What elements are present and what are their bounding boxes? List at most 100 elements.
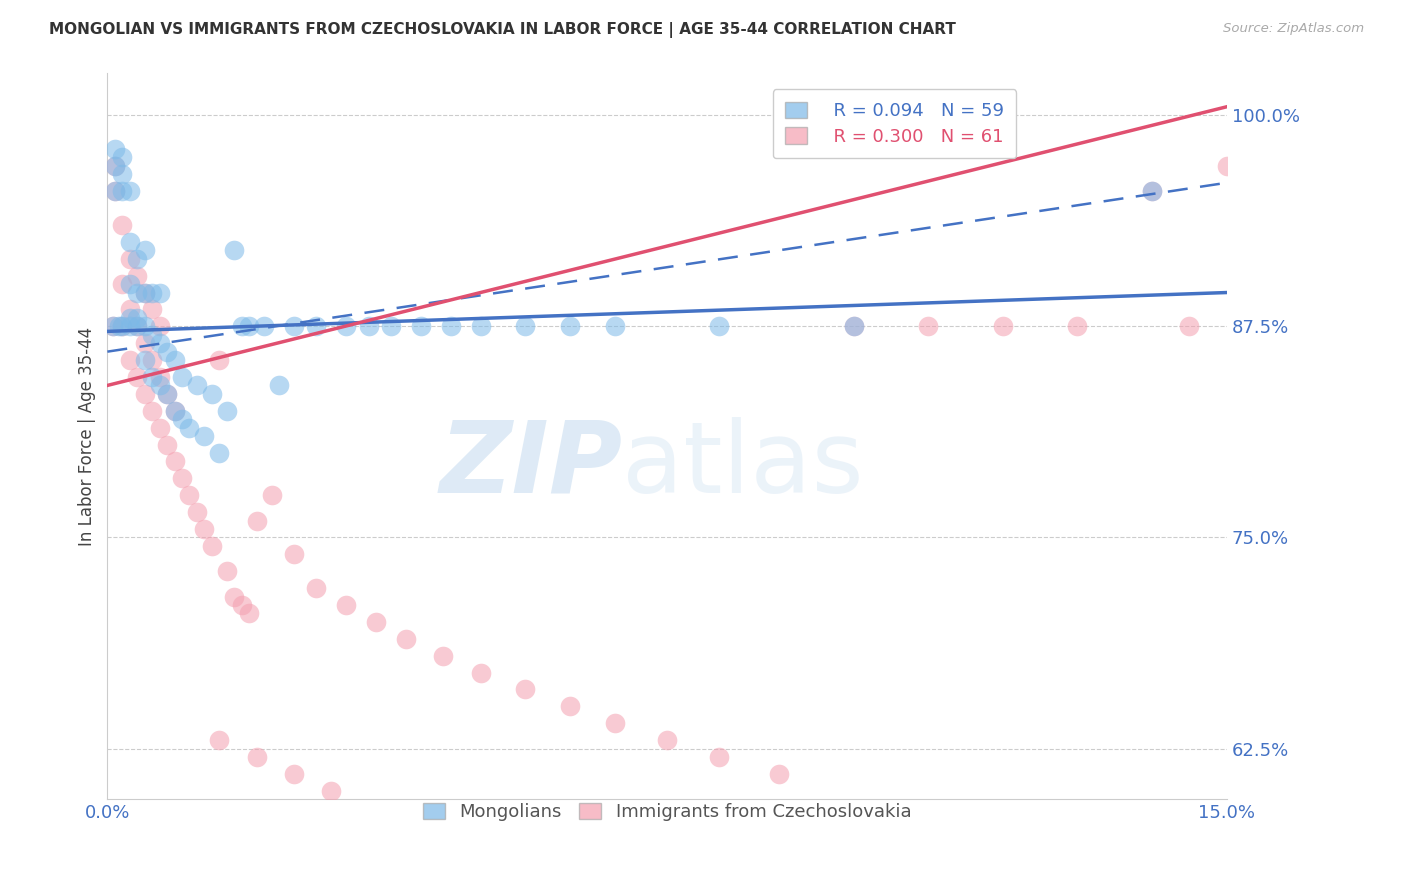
Point xyxy=(118,277,141,291)
Text: MONGOLIAN VS IMMIGRANTS FROM CZECHOSLOVAKIA IN LABOR FORCE | AGE 35-44 CORRELATI: MONGOLIAN VS IMMIGRANTS FROM CZECHOSLOVA… xyxy=(49,22,956,38)
Point xyxy=(224,590,246,604)
Point xyxy=(224,244,246,258)
Point xyxy=(134,319,156,334)
Point xyxy=(149,285,172,300)
Point xyxy=(357,319,380,334)
Point xyxy=(179,420,201,434)
Point xyxy=(118,235,141,249)
Point xyxy=(149,336,172,351)
Y-axis label: In Labor Force | Age 35-44: In Labor Force | Age 35-44 xyxy=(79,326,96,546)
Point xyxy=(141,285,163,300)
Point xyxy=(440,319,463,334)
Point xyxy=(118,310,141,325)
Point xyxy=(179,488,201,502)
Point xyxy=(253,319,276,334)
Point xyxy=(267,378,290,392)
Point xyxy=(246,750,269,764)
Point xyxy=(364,615,387,629)
Point xyxy=(134,285,156,300)
Point xyxy=(321,783,343,797)
Point xyxy=(238,319,260,334)
Point xyxy=(104,159,127,173)
Point xyxy=(118,353,141,368)
Point xyxy=(380,319,402,334)
Point xyxy=(709,750,731,764)
Point xyxy=(470,319,492,334)
Point xyxy=(156,387,179,401)
Point xyxy=(208,446,231,460)
Point xyxy=(149,420,172,434)
Point xyxy=(156,437,179,451)
Point xyxy=(111,319,134,334)
Point xyxy=(1066,319,1088,334)
Point xyxy=(260,488,283,502)
Point xyxy=(283,767,305,781)
Point xyxy=(186,378,208,392)
Point xyxy=(134,336,156,351)
Point xyxy=(409,319,432,334)
Point xyxy=(186,505,208,519)
Point xyxy=(231,598,253,612)
Point xyxy=(149,319,172,334)
Point xyxy=(335,319,357,334)
Point xyxy=(104,184,127,198)
Point xyxy=(163,403,186,417)
Point xyxy=(991,319,1014,334)
Point xyxy=(163,454,186,468)
Point xyxy=(201,387,224,401)
Point xyxy=(603,319,626,334)
Point xyxy=(1216,159,1239,173)
Point xyxy=(842,319,865,334)
Point xyxy=(134,353,156,368)
Point xyxy=(104,184,127,198)
Point xyxy=(111,277,134,291)
Point xyxy=(231,319,253,334)
Point xyxy=(141,403,163,417)
Point xyxy=(1140,184,1163,198)
Point xyxy=(141,370,163,384)
Point xyxy=(305,319,328,334)
Point xyxy=(163,403,186,417)
Point xyxy=(170,471,193,485)
Point xyxy=(193,522,215,536)
Point xyxy=(842,319,865,334)
Point xyxy=(170,412,193,426)
Point xyxy=(111,184,134,198)
Point xyxy=(246,514,269,528)
Point xyxy=(127,268,149,283)
Point xyxy=(118,184,141,198)
Point xyxy=(305,581,328,595)
Point xyxy=(193,429,215,443)
Point xyxy=(127,319,149,334)
Point xyxy=(470,665,492,680)
Point xyxy=(111,167,134,181)
Point xyxy=(1178,319,1201,334)
Point xyxy=(156,387,179,401)
Point xyxy=(238,607,260,621)
Text: ZIP: ZIP xyxy=(439,417,623,514)
Point xyxy=(141,353,163,368)
Point xyxy=(515,319,537,334)
Point xyxy=(118,252,141,266)
Point xyxy=(558,319,581,334)
Point xyxy=(104,159,127,173)
Point xyxy=(134,285,156,300)
Point xyxy=(395,632,418,646)
Point xyxy=(603,716,626,731)
Point xyxy=(118,319,141,334)
Point xyxy=(134,244,156,258)
Point xyxy=(917,319,939,334)
Point xyxy=(709,319,731,334)
Point xyxy=(163,353,186,368)
Point xyxy=(655,733,678,747)
Point xyxy=(127,319,149,334)
Point xyxy=(432,648,454,663)
Text: Source: ZipAtlas.com: Source: ZipAtlas.com xyxy=(1223,22,1364,36)
Point xyxy=(208,353,231,368)
Point xyxy=(515,682,537,697)
Point xyxy=(104,142,127,156)
Point xyxy=(558,699,581,714)
Point xyxy=(107,319,129,334)
Point xyxy=(111,319,134,334)
Point xyxy=(215,564,238,578)
